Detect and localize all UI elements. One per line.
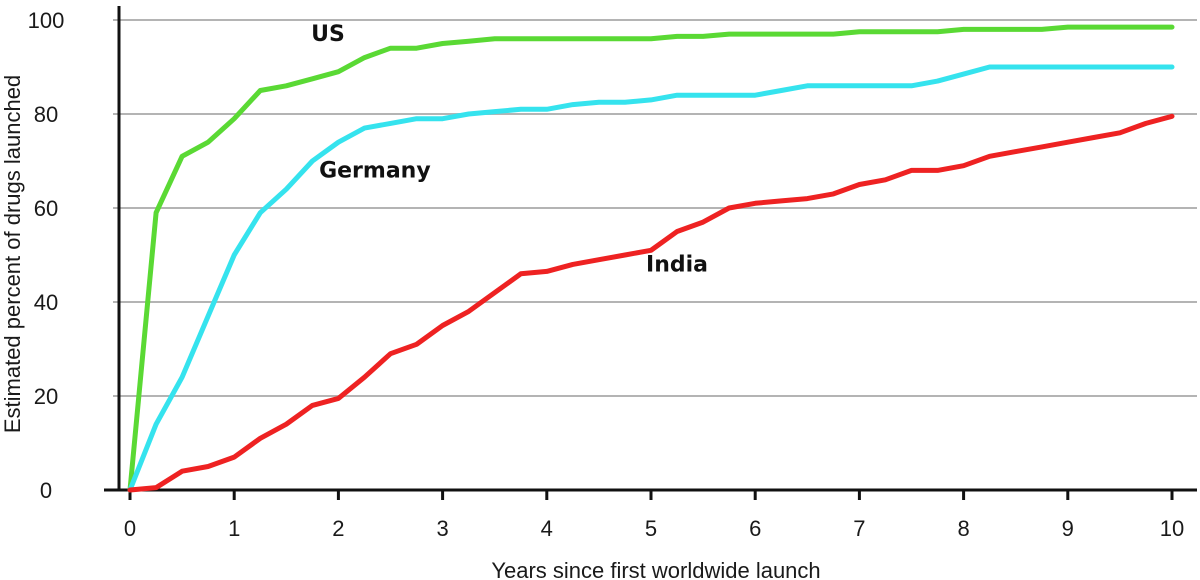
series-label-germany: Germany [319, 158, 431, 183]
x-tick-label-6: 6 [749, 516, 761, 541]
x-tick-label-5: 5 [645, 516, 657, 541]
x-tick-label-3: 3 [436, 516, 448, 541]
series-line-india [127, 113, 1175, 493]
series-line-us [127, 24, 1175, 493]
y-axis-title: Estimated percent of drugs launched [0, 75, 25, 433]
x-tick-label-0: 0 [124, 516, 136, 541]
series-lines [127, 24, 1175, 493]
y-tick-label-20: 20 [34, 384, 58, 409]
x-tick-label-2: 2 [332, 516, 344, 541]
y-tick-label-0: 0 [40, 478, 52, 503]
y-tick-label-80: 80 [34, 102, 58, 127]
axes [104, 6, 1197, 500]
y-tick-label-40: 40 [34, 290, 58, 315]
x-tick-label-9: 9 [1062, 516, 1074, 541]
series-line-germany [127, 64, 1175, 493]
gridlines [113, 19, 1197, 397]
y-tick-label-60: 60 [34, 196, 58, 221]
x-axis-title: Years since first worldwide launch [491, 558, 820, 580]
series-label-us: US [311, 22, 345, 47]
x-tick-label-7: 7 [853, 516, 865, 541]
y-tick-label-100: 100 [28, 8, 65, 33]
x-tick-label-4: 4 [541, 516, 553, 541]
series-annotations: US Germany India [311, 22, 708, 277]
series-label-india: India [646, 252, 708, 277]
x-tick-label-8: 8 [957, 516, 969, 541]
x-tick-label-10: 10 [1160, 516, 1184, 541]
x-tick-label-1: 1 [228, 516, 240, 541]
